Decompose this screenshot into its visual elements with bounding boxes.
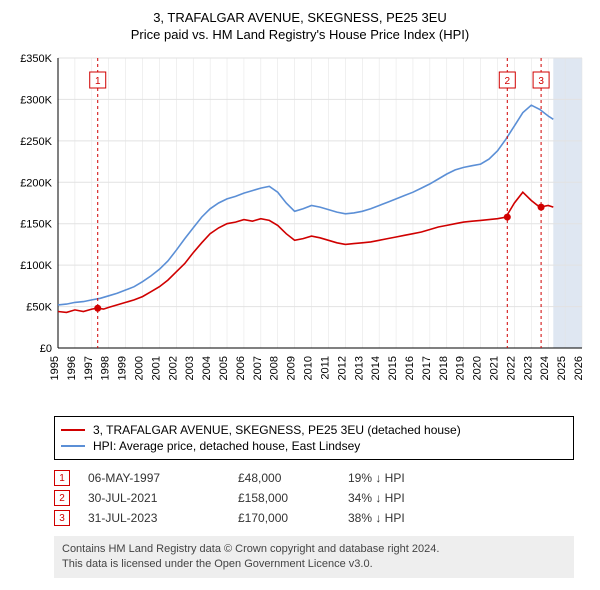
footer-line-2: This data is licensed under the Open Gov…: [62, 557, 566, 572]
svg-text:2024: 2024: [539, 356, 551, 380]
svg-text:2007: 2007: [252, 356, 264, 380]
svg-text:2003: 2003: [184, 356, 196, 380]
marker-row: 3 31-JUL-2023£170,00038% ↓ HPI: [54, 510, 590, 526]
legend-swatch: [61, 429, 85, 431]
svg-text:£50K: £50K: [26, 302, 52, 314]
svg-text:2009: 2009: [286, 356, 298, 380]
svg-text:2025: 2025: [556, 356, 568, 380]
svg-text:2026: 2026: [573, 356, 585, 380]
footer-line-1: Contains HM Land Registry data © Crown c…: [62, 542, 566, 557]
svg-text:1999: 1999: [117, 356, 129, 380]
svg-text:2013: 2013: [353, 356, 365, 380]
chart-svg: £0 £50K £100K £150K £200K £250K £300K £350K 1995…: [10, 48, 590, 408]
svg-text:3: 3: [538, 76, 544, 87]
legend-label: 3, TRAFALGAR AVENUE, SKEGNESS, PE25 3EU …: [93, 423, 461, 437]
marker-table: 1 06-MAY-1997£48,00019% ↓ HPI 2 30-JUL-2021…: [54, 470, 590, 526]
svg-text:2004: 2004: [201, 356, 213, 380]
marker-pct: 34% ↓ HPI: [348, 491, 458, 505]
marker-pct: 38% ↓ HPI: [348, 511, 458, 525]
svg-text:2014: 2014: [370, 356, 382, 380]
svg-text:2017: 2017: [421, 356, 433, 380]
svg-text:£200K: £200K: [20, 177, 52, 189]
marker-price: £170,000: [238, 511, 348, 525]
chart-container: 3, TRAFALGAR AVENUE, SKEGNESS, PE25 3EU …: [0, 0, 600, 588]
svg-text:2006: 2006: [235, 356, 247, 380]
svg-text:2: 2: [505, 76, 511, 87]
svg-text:£0: £0: [40, 343, 52, 355]
svg-text:2000: 2000: [134, 356, 146, 380]
chart-area: £0 £50K £100K £150K £200K £250K £300K £350K 1995…: [10, 48, 590, 408]
marker-price: £158,000: [238, 491, 348, 505]
svg-text:2016: 2016: [404, 356, 416, 380]
legend-label: HPI: Average price, detached house, East…: [93, 439, 360, 453]
svg-text:2012: 2012: [336, 356, 348, 380]
marker-badge: 3: [54, 510, 70, 526]
marker-price: £48,000: [238, 471, 348, 485]
svg-text:1: 1: [95, 76, 101, 87]
svg-text:£300K: £300K: [20, 94, 52, 106]
marker-date: 06-MAY-1997: [88, 471, 238, 485]
svg-text:1998: 1998: [100, 356, 112, 380]
marker-row: 1 06-MAY-1997£48,00019% ↓ HPI: [54, 470, 590, 486]
svg-text:2010: 2010: [303, 356, 315, 380]
title-block: 3, TRAFALGAR AVENUE, SKEGNESS, PE25 3EU …: [10, 10, 590, 42]
svg-text:2008: 2008: [269, 356, 281, 380]
legend-row: 3, TRAFALGAR AVENUE, SKEGNESS, PE25 3EU …: [61, 423, 567, 437]
svg-text:2011: 2011: [319, 356, 331, 380]
svg-text:2023: 2023: [522, 356, 534, 380]
legend-row: HPI: Average price, detached house, East…: [61, 439, 567, 453]
svg-text:2001: 2001: [150, 356, 162, 380]
svg-text:£250K: £250K: [20, 136, 52, 148]
svg-text:2021: 2021: [488, 356, 500, 380]
marker-date: 30-JUL-2021: [88, 491, 238, 505]
svg-text:2005: 2005: [218, 356, 230, 380]
title-line-2: Price paid vs. HM Land Registry's House …: [10, 27, 590, 42]
footer: Contains HM Land Registry data © Crown c…: [54, 536, 574, 578]
svg-text:£350K: £350K: [20, 53, 52, 65]
marker-date: 31-JUL-2023: [88, 511, 238, 525]
svg-text:£150K: £150K: [20, 219, 52, 231]
svg-text:2015: 2015: [387, 356, 399, 380]
svg-text:1996: 1996: [66, 356, 78, 380]
marker-badge: 1: [54, 470, 70, 486]
svg-text:2020: 2020: [472, 356, 484, 380]
svg-text:2019: 2019: [455, 356, 467, 380]
title-line-1: 3, TRAFALGAR AVENUE, SKEGNESS, PE25 3EU: [10, 10, 590, 25]
legend-swatch: [61, 445, 85, 447]
svg-text:1997: 1997: [83, 356, 95, 380]
marker-badge: 2: [54, 490, 70, 506]
svg-text:£100K: £100K: [20, 260, 52, 272]
marker-pct: 19% ↓ HPI: [348, 471, 458, 485]
series-price_paid: [58, 192, 553, 312]
marker-row: 2 30-JUL-2021£158,00034% ↓ HPI: [54, 490, 590, 506]
svg-text:1995: 1995: [49, 356, 61, 380]
series-hpi: [58, 105, 553, 305]
svg-text:2022: 2022: [505, 356, 517, 380]
legend: 3, TRAFALGAR AVENUE, SKEGNESS, PE25 3EU …: [54, 416, 574, 460]
svg-text:2018: 2018: [438, 356, 450, 380]
svg-text:2002: 2002: [167, 356, 179, 380]
